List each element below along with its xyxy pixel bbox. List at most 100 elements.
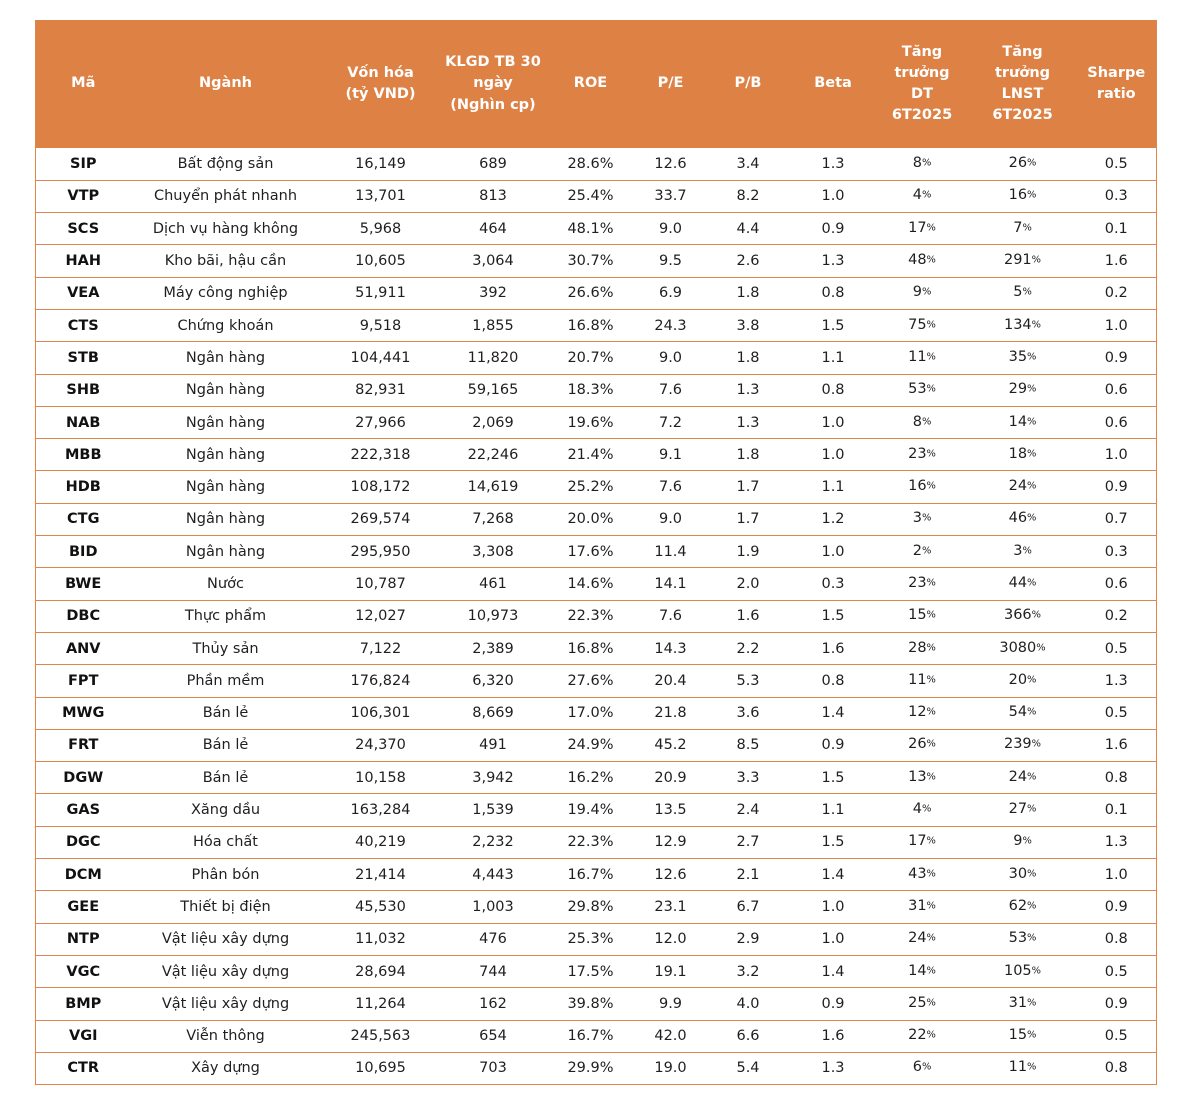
column-header-beta: Beta [790, 20, 876, 148]
cell-beta: 1.4 [790, 697, 876, 730]
column-header-klgd: KLGD TB 30 ngày (Nghìn cp) [440, 20, 546, 148]
cell-tt_dt: 31% [875, 889, 969, 923]
cell-beta: 1.0 [790, 535, 876, 569]
cell-von_hoa: 11,264 [320, 987, 441, 1021]
cell-pe: 9.5 [635, 244, 706, 278]
cell-sharpe: 0.9 [1076, 987, 1157, 1021]
cell-nganh: Ngân hàng [130, 406, 321, 440]
cell-tt_dt: 4% [875, 792, 969, 826]
cell-beta: 1.1 [790, 470, 876, 504]
cell-nganh: Chứng khoán [130, 309, 321, 343]
cell-von_hoa: 10,158 [320, 761, 441, 795]
cell-nganh: Ngân hàng [130, 535, 321, 569]
cell-tt_lnst: 366% [968, 599, 1077, 632]
cell-ma: VEA [35, 277, 131, 310]
cell-tt_dt: 8% [875, 147, 969, 180]
cell-ma: MBB [35, 438, 131, 472]
table-row: CTG Ngân hàng 269,574 7,268 20.0% 9.0 1.7 1.2 3%… [35, 502, 1157, 537]
cell-ma: MWG [35, 697, 131, 730]
cell-tt_dt: 26% [875, 728, 969, 762]
cell-beta: 1.0 [790, 180, 876, 214]
cell-klgd: 2,389 [440, 632, 546, 666]
cell-nganh: Ngân hàng [130, 503, 321, 537]
cell-pe: 13.5 [635, 793, 706, 827]
percent-sign: % [921, 803, 932, 815]
column-header-roe: ROE [545, 20, 636, 148]
cell-beta: 1.0 [790, 438, 876, 472]
cell-roe: 29.9% [545, 1052, 636, 1086]
cell-tt_lnst: 24% [968, 469, 1077, 503]
cell-klgd: 3,942 [440, 761, 546, 795]
cell-ma: HDB [35, 470, 131, 504]
percent-sign: % [1027, 513, 1037, 525]
cell-sharpe: 1.6 [1076, 244, 1157, 278]
cell-von_hoa: 82,931 [320, 374, 441, 407]
cell-tt_lnst: 5% [968, 276, 1077, 309]
cell-beta: 0.8 [790, 664, 876, 698]
percent-sign: % [926, 254, 936, 266]
cell-beta: 1.0 [790, 890, 876, 924]
cell-pe: 9.0 [635, 503, 706, 537]
cell-tt_dt: 28% [875, 631, 969, 665]
cell-pb: 4.4 [705, 212, 791, 246]
percent-sign: % [926, 1029, 936, 1041]
cell-von_hoa: 108,172 [320, 470, 441, 504]
cell-nganh: Máy công nghiệp [130, 277, 321, 310]
cell-von_hoa: 104,441 [320, 341, 441, 375]
cell-tt_lnst: 134% [968, 308, 1077, 342]
table-row: SHB Ngân hàng 82,931 59,165 18.3% 7.6 1.3 0.8 53… [35, 373, 1157, 407]
cell-sharpe: 0.6 [1076, 374, 1157, 407]
cell-von_hoa: 27,966 [320, 406, 441, 440]
percent-sign: % [921, 545, 932, 557]
cell-ma: SCS [35, 212, 131, 246]
percent-sign: % [926, 480, 936, 492]
cell-klgd: 7,268 [440, 503, 546, 537]
cell-pe: 24.3 [635, 309, 706, 343]
cell-ma: BWE [35, 567, 131, 601]
cell-pb: 2.0 [705, 567, 791, 601]
cell-tt_lnst: 3% [968, 534, 1077, 568]
column-header-sharpe: Sharpe ratio [1076, 20, 1157, 148]
cell-pe: 6.9 [635, 277, 706, 310]
cell-roe: 25.3% [545, 923, 636, 956]
cell-nganh: Viễn thông [130, 1020, 321, 1053]
cell-nganh: Kho bãi, hậu cần [130, 244, 321, 278]
cell-sharpe: 0.6 [1076, 567, 1157, 601]
table-row: MWG Bán lẻ 106,301 8,669 17.0% 21.8 3.6 1.4 12% 5… [35, 696, 1157, 730]
cell-beta: 1.5 [790, 309, 876, 343]
cell-ma: VGC [35, 955, 131, 989]
cell-beta: 1.6 [790, 1020, 876, 1053]
percent-sign: % [921, 190, 932, 202]
cell-pe: 9.9 [635, 987, 706, 1021]
cell-pb: 1.7 [705, 470, 791, 504]
cell-ma: CTR [35, 1052, 131, 1086]
cell-nganh: Hóa chất [130, 826, 321, 860]
cell-sharpe: 0.2 [1076, 277, 1157, 310]
cell-sharpe: 1.0 [1076, 858, 1157, 892]
percent-sign: % [1027, 416, 1037, 428]
cell-pb: 5.3 [705, 664, 791, 698]
cell-roe: 26.6% [545, 277, 636, 310]
cell-tt_dt: 2% [875, 534, 969, 568]
cell-von_hoa: 24,370 [320, 729, 441, 763]
cell-beta: 1.4 [790, 858, 876, 892]
cell-ma: BID [35, 535, 131, 569]
cell-roe: 20.7% [545, 341, 636, 375]
cell-sharpe: 0.5 [1076, 955, 1157, 989]
cell-nganh: Thiết bị điện [130, 890, 321, 924]
table-header: Mã Ngành Vốn hóa (tỷ VND) KLGD TB 30 ngày (… [35, 20, 1157, 148]
percent-sign: % [926, 965, 936, 977]
cell-nganh: Bán lẻ [130, 697, 321, 730]
percent-sign: % [926, 383, 936, 395]
cell-sharpe: 0.1 [1076, 793, 1157, 827]
table-row: SCS Dịch vụ hàng không 5,968 464 48.1% 9.0 4.4… [35, 211, 1157, 246]
cell-klgd: 813 [440, 180, 546, 214]
cell-beta: 0.8 [790, 277, 876, 310]
cell-tt_dt: 48% [875, 243, 969, 277]
percent-sign: % [1031, 609, 1042, 621]
cell-pe: 14.3 [635, 632, 706, 666]
cell-roe: 19.6% [545, 406, 636, 440]
cell-ma: VTP [35, 180, 131, 214]
cell-pb: 6.6 [705, 1020, 791, 1053]
